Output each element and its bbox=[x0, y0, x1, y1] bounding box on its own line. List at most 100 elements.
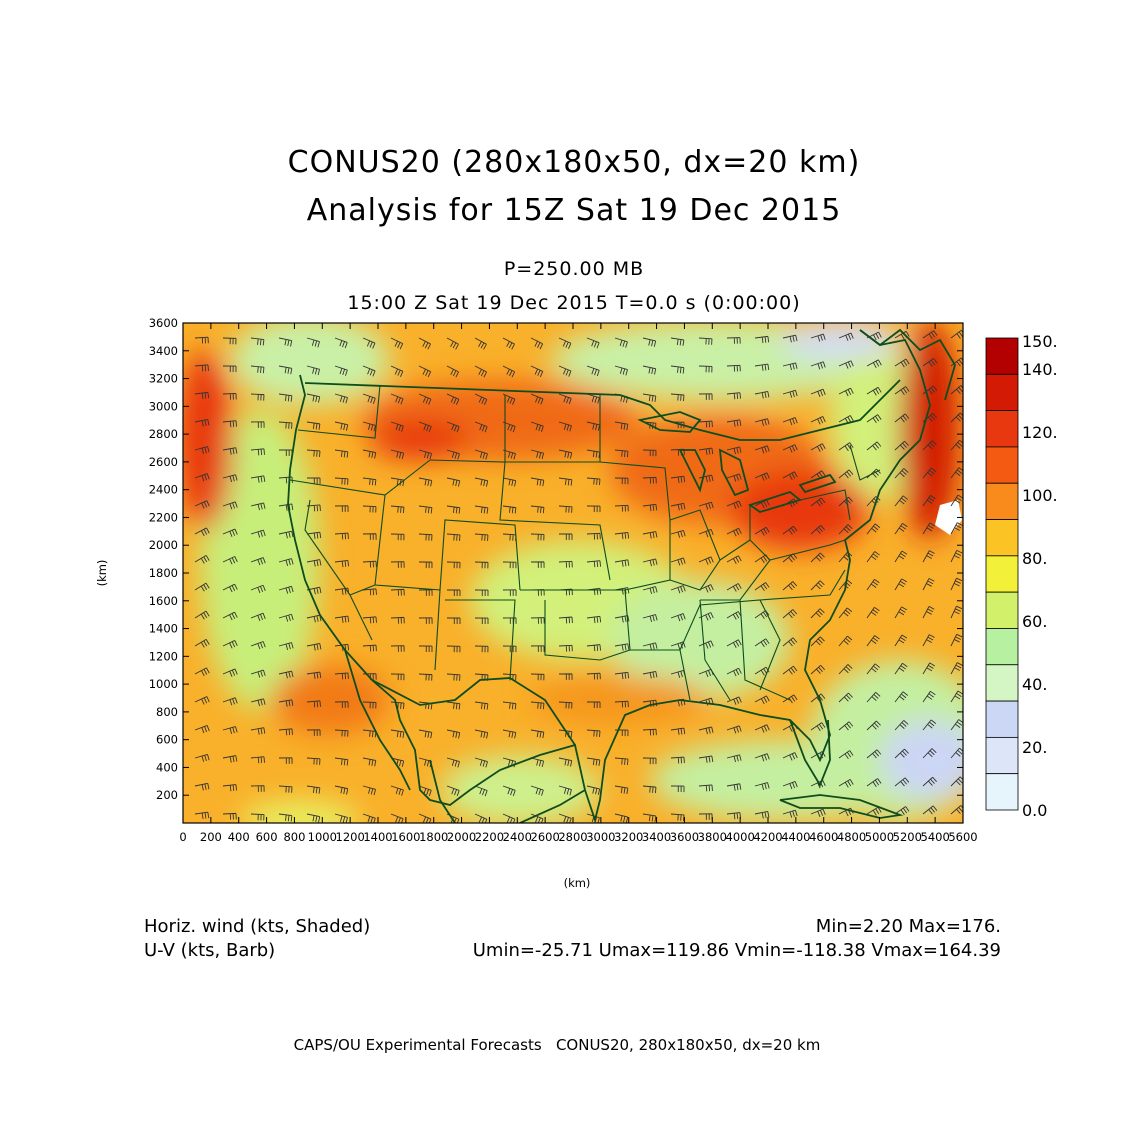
wind-barb bbox=[698, 365, 713, 373]
wind-barb bbox=[586, 785, 601, 795]
wind-barb bbox=[390, 645, 405, 652]
wind-barb bbox=[670, 641, 686, 650]
wind-barb bbox=[278, 503, 294, 511]
wind-barb bbox=[586, 560, 601, 568]
wind-barb bbox=[642, 449, 657, 457]
wind-barb bbox=[418, 561, 433, 569]
wind-barb bbox=[530, 617, 545, 624]
wind-barb bbox=[502, 449, 516, 460]
wind-barb bbox=[334, 813, 348, 823]
wind-barb bbox=[922, 634, 935, 647]
wind-barb bbox=[250, 785, 265, 792]
wind-barb bbox=[698, 784, 713, 792]
wind-barb bbox=[446, 505, 461, 514]
wind-barb bbox=[614, 785, 629, 795]
wind-barb bbox=[922, 606, 935, 619]
wind-barb bbox=[810, 361, 826, 370]
color-bar-label: 80. bbox=[1022, 549, 1047, 568]
wind-barb bbox=[474, 729, 489, 739]
wind-barb bbox=[586, 421, 601, 431]
wind-barbs bbox=[194, 329, 963, 823]
wind-barb bbox=[194, 391, 210, 400]
wind-barb bbox=[222, 556, 238, 565]
wind-barb bbox=[810, 525, 826, 535]
wind-barb bbox=[558, 505, 573, 513]
wind-barb bbox=[278, 728, 293, 736]
wind-barb bbox=[950, 522, 963, 535]
wind-barb bbox=[474, 505, 489, 514]
wind-barb bbox=[894, 720, 909, 731]
wind-barb bbox=[334, 729, 349, 737]
wind-barb bbox=[446, 393, 460, 405]
wind-barb bbox=[222, 501, 238, 510]
wind-barb bbox=[810, 608, 825, 619]
wind-barb bbox=[838, 635, 853, 647]
wind-barb bbox=[530, 337, 544, 350]
wind-barb bbox=[782, 553, 798, 563]
wind-barb bbox=[446, 617, 461, 624]
wind-barb bbox=[810, 722, 826, 732]
wind-barb bbox=[250, 756, 265, 764]
wind-barb bbox=[586, 365, 600, 377]
color-bar-swatch bbox=[985, 591, 1019, 629]
wind-barb bbox=[950, 577, 963, 591]
color-bar-swatch bbox=[985, 736, 1019, 775]
wind-barb bbox=[782, 444, 798, 453]
title-line-1: CONUS20 (280x180x50, dx=20 km) bbox=[287, 145, 861, 180]
wind-barb bbox=[922, 550, 935, 563]
wind-barb bbox=[810, 388, 826, 398]
x-tick-label: 1600 bbox=[391, 830, 420, 844]
wind-barb bbox=[922, 748, 937, 759]
wind-barb bbox=[306, 785, 321, 794]
wind-barb bbox=[586, 757, 601, 766]
wind-barb bbox=[390, 588, 405, 596]
wind-barb bbox=[726, 473, 742, 482]
wind-barb bbox=[726, 337, 741, 344]
wind-barb bbox=[782, 334, 798, 343]
wind-barb bbox=[502, 337, 515, 350]
wind-barb bbox=[614, 615, 630, 623]
wind-barb bbox=[390, 477, 405, 487]
wind-barb bbox=[726, 754, 742, 763]
wind-barb bbox=[222, 784, 238, 792]
wind-barb bbox=[838, 664, 853, 675]
wind-barb bbox=[642, 785, 657, 794]
wind-barb bbox=[894, 468, 909, 479]
color-bar-labels: 150. 140. 120. 100. 80. 60. 40. 20. 0.0 bbox=[1022, 332, 1058, 820]
wind-barb bbox=[250, 448, 265, 456]
wind-barb bbox=[362, 757, 377, 767]
wind-barb bbox=[446, 533, 461, 541]
wind-barb bbox=[726, 527, 742, 537]
wind-barb bbox=[614, 813, 629, 823]
wind-barb bbox=[362, 477, 377, 486]
wind-barb bbox=[446, 701, 461, 710]
wind-barb bbox=[838, 332, 854, 341]
wind-barb bbox=[278, 558, 294, 566]
wind-barb bbox=[950, 412, 963, 423]
wind-barb bbox=[614, 587, 630, 595]
wind-barb bbox=[642, 757, 657, 765]
x-tick-label: 5400 bbox=[921, 830, 950, 844]
wind-barb bbox=[642, 614, 658, 622]
wind-barb bbox=[922, 495, 936, 507]
wind-barb bbox=[642, 670, 658, 679]
wind-barb bbox=[810, 779, 826, 789]
wind-barb bbox=[502, 645, 517, 653]
x-tick-label: 3400 bbox=[642, 830, 671, 844]
wind-barb bbox=[334, 587, 350, 595]
wind-barb bbox=[250, 557, 266, 566]
y-tick-label: 800 bbox=[156, 705, 178, 719]
wind-barb bbox=[390, 616, 405, 624]
wind-barb bbox=[670, 756, 685, 764]
wind-barb bbox=[502, 617, 517, 624]
wind-barb bbox=[642, 421, 657, 430]
wind-barb bbox=[474, 477, 489, 487]
wind-barb bbox=[530, 365, 544, 378]
wind-barb bbox=[418, 477, 433, 487]
wind-barb bbox=[278, 785, 293, 793]
wind-barb bbox=[950, 494, 963, 507]
wind-barb bbox=[782, 362, 798, 371]
wind-barb bbox=[838, 469, 854, 479]
wind-barb bbox=[306, 421, 321, 430]
wind-barb bbox=[194, 527, 210, 537]
